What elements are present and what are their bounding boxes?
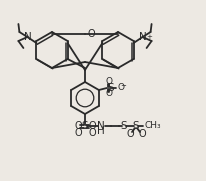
Text: O: O bbox=[88, 29, 96, 39]
Text: O: O bbox=[74, 121, 82, 131]
Text: N: N bbox=[139, 32, 146, 42]
Text: O: O bbox=[106, 89, 113, 98]
Text: +: + bbox=[146, 34, 152, 40]
Text: CH₃: CH₃ bbox=[145, 121, 162, 131]
Text: N: N bbox=[97, 121, 105, 131]
Text: O: O bbox=[117, 83, 124, 92]
Text: N: N bbox=[23, 32, 31, 42]
Text: O: O bbox=[138, 129, 146, 139]
Text: S: S bbox=[108, 83, 115, 93]
Text: O: O bbox=[74, 128, 82, 138]
Text: S: S bbox=[133, 121, 139, 131]
Text: −: − bbox=[120, 83, 126, 89]
Text: S: S bbox=[121, 121, 127, 131]
Text: O: O bbox=[106, 77, 113, 87]
Text: O: O bbox=[88, 121, 96, 131]
Text: O: O bbox=[88, 128, 96, 138]
Text: S: S bbox=[82, 121, 88, 131]
Text: H: H bbox=[97, 126, 105, 136]
Text: O: O bbox=[126, 129, 134, 139]
